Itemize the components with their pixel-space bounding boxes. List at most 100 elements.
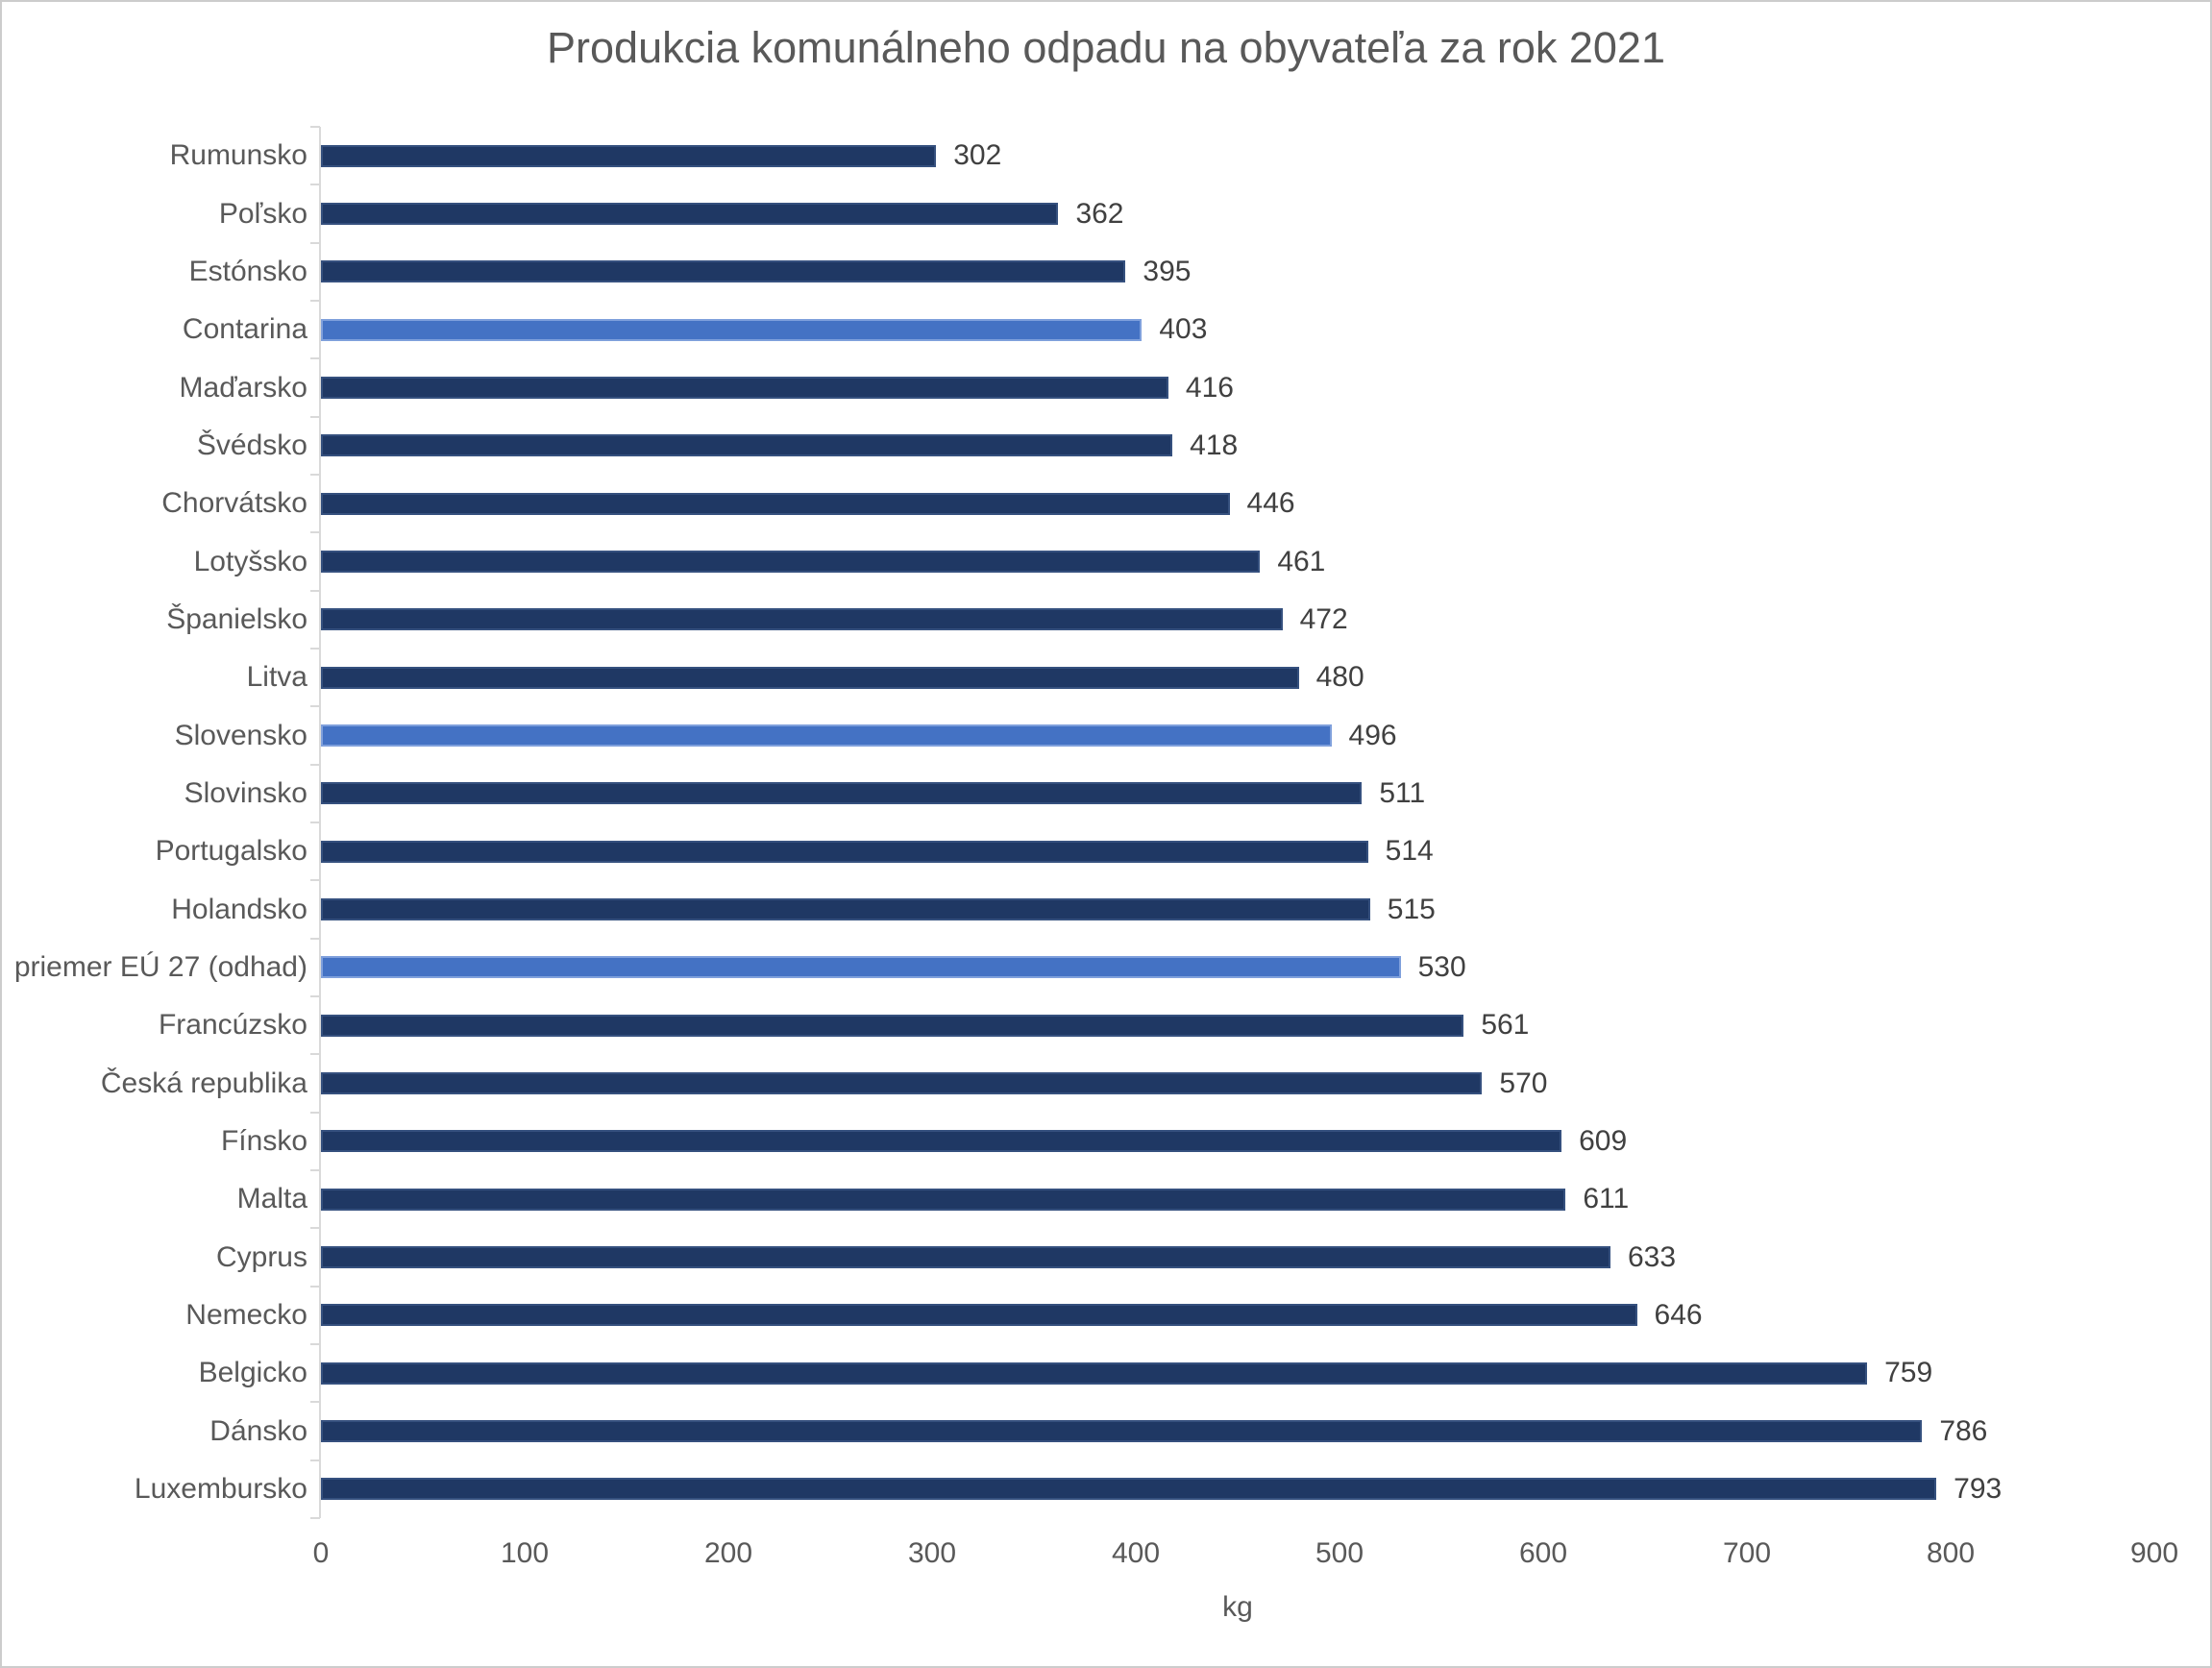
bar-highlighted xyxy=(321,956,1401,979)
category-label: Francúzsko xyxy=(158,1009,307,1042)
value-label: 759 xyxy=(1884,1357,1933,1389)
x-tick-label: 600 xyxy=(1518,1537,1568,1569)
category-axis-tick xyxy=(310,1459,320,1461)
category-axis-tick xyxy=(310,705,320,708)
x-tick-label: 200 xyxy=(703,1537,753,1569)
category-axis-tick xyxy=(310,357,320,360)
value-label: 362 xyxy=(1075,197,1124,230)
bar xyxy=(321,1304,1637,1327)
category-label: Contarina xyxy=(182,313,307,346)
value-label: 416 xyxy=(1185,371,1234,404)
category-label: Slovinsko xyxy=(184,776,307,809)
category-label: Chorvátsko xyxy=(161,487,307,520)
category-axis-tick xyxy=(310,1401,320,1404)
category-label: Belgicko xyxy=(198,1357,307,1389)
category-axis-tick xyxy=(310,1169,320,1171)
bar xyxy=(321,1188,1566,1211)
x-tick-label: 700 xyxy=(1722,1537,1772,1569)
category-label: priemer EÚ 27 (odhad) xyxy=(13,950,307,983)
value-label: 633 xyxy=(1627,1240,1677,1273)
category-label: Španielsko xyxy=(166,602,307,635)
bar xyxy=(321,1420,1923,1442)
category-label: Maďarsko xyxy=(179,371,307,404)
category-axis-tick xyxy=(310,822,320,823)
bar xyxy=(321,434,1173,457)
value-label: 461 xyxy=(1277,545,1326,577)
category-label: Švédsko xyxy=(196,429,307,461)
value-label: 446 xyxy=(1246,487,1295,520)
category-label: Dánsko xyxy=(209,1414,307,1447)
category-label: Litva xyxy=(246,661,307,694)
bar xyxy=(321,1478,1937,1501)
x-tick-label: 800 xyxy=(1926,1537,1976,1569)
value-label: 496 xyxy=(1348,719,1397,751)
value-label: 793 xyxy=(1954,1472,2003,1505)
bar xyxy=(321,492,1230,515)
x-tick-label: 100 xyxy=(500,1537,550,1569)
bar-highlighted xyxy=(321,724,1332,747)
value-label: 511 xyxy=(1379,776,1426,809)
category-label: Nemecko xyxy=(185,1298,307,1331)
category-label: Holandsko xyxy=(171,893,307,925)
bar xyxy=(321,666,1299,689)
value-label: 786 xyxy=(1939,1414,1988,1447)
category-axis-tick xyxy=(310,1517,320,1519)
category-label: Portugalsko xyxy=(155,835,307,868)
bar xyxy=(321,551,1261,573)
category-axis-tick xyxy=(310,648,320,650)
category-label: Rumunsko xyxy=(169,139,307,172)
category-label: Fínsko xyxy=(220,1124,307,1157)
category-label: Cyprus xyxy=(215,1240,307,1273)
category-axis-tick xyxy=(310,879,320,882)
category-axis-tick xyxy=(310,1227,320,1230)
value-label: 646 xyxy=(1654,1298,1703,1331)
category-axis-tick xyxy=(310,531,320,534)
x-axis-unit-label: kg xyxy=(1222,1591,1253,1623)
category-label: Česká republika xyxy=(100,1067,307,1099)
bar xyxy=(321,1072,1483,1094)
category-axis-tick xyxy=(310,241,320,244)
bar xyxy=(321,144,937,167)
category-label: Slovensko xyxy=(174,719,307,751)
bar xyxy=(321,1246,1610,1268)
category-axis-tick xyxy=(310,1285,320,1288)
bar xyxy=(321,377,1168,399)
bar xyxy=(321,840,1368,863)
chart-title: Produkcia komunálneho odpadu na obyvateľ… xyxy=(547,23,1665,72)
value-label: 480 xyxy=(1315,661,1364,694)
category-axis-tick xyxy=(310,474,320,476)
value-label: 472 xyxy=(1299,602,1348,635)
value-label: 609 xyxy=(1579,1124,1628,1157)
value-label: 515 xyxy=(1387,893,1436,925)
bar xyxy=(321,1014,1464,1037)
x-tick-label: 0 xyxy=(312,1537,330,1569)
y-axis-line xyxy=(319,127,321,1518)
category-axis-tick xyxy=(310,1343,320,1345)
value-label: 395 xyxy=(1143,255,1192,287)
value-label: 418 xyxy=(1190,429,1239,461)
category-axis-tick xyxy=(310,589,320,592)
category-label: Estónsko xyxy=(188,255,307,287)
bar xyxy=(321,1130,1562,1153)
category-axis-tick xyxy=(310,415,320,418)
category-axis-tick xyxy=(310,995,320,997)
bar xyxy=(321,203,1059,225)
category-axis-tick xyxy=(310,1053,320,1056)
bar xyxy=(321,782,1363,805)
value-label: 514 xyxy=(1385,835,1434,868)
category-axis-tick xyxy=(310,937,320,940)
bar-highlighted xyxy=(321,318,1143,341)
bar xyxy=(321,1361,1868,1385)
x-tick-label: 900 xyxy=(2129,1537,2179,1569)
category-label: Malta xyxy=(236,1183,307,1215)
value-label: 561 xyxy=(1481,1009,1530,1042)
category-axis-tick xyxy=(310,1111,320,1114)
value-label: 530 xyxy=(1417,950,1466,983)
bar xyxy=(321,608,1283,631)
bar xyxy=(321,898,1370,920)
category-axis-tick xyxy=(310,126,320,128)
value-label: 302 xyxy=(953,139,1002,172)
x-tick-label: 300 xyxy=(907,1537,957,1569)
category-axis-tick xyxy=(310,763,320,766)
